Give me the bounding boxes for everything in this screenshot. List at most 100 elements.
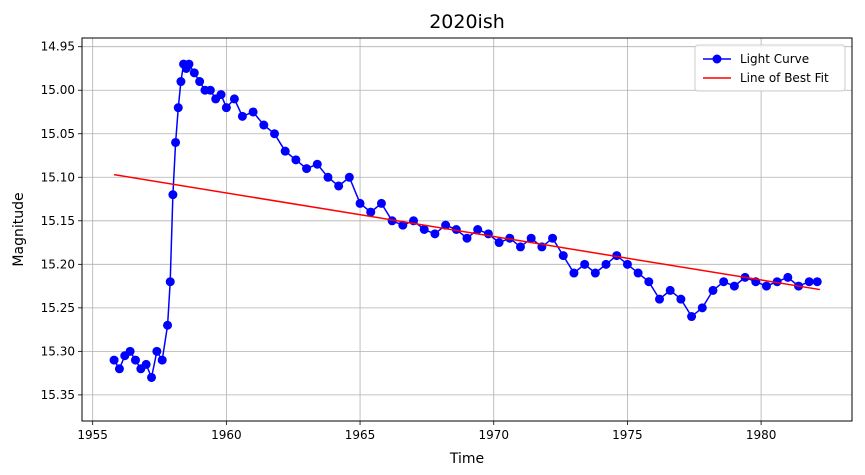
- light-curve-point: [176, 77, 186, 87]
- chart-title: 2020ish: [429, 11, 505, 33]
- light-curve-point: [270, 129, 279, 139]
- light-curve-point: [676, 294, 686, 304]
- light-curve-point: [462, 233, 472, 243]
- light-curve-point: [387, 216, 397, 226]
- x-tick-label: 1965: [345, 428, 376, 442]
- light-curve-point: [355, 198, 365, 208]
- light-curve-point: [772, 277, 782, 287]
- grid: [82, 38, 852, 421]
- legend-box: [694, 44, 846, 92]
- ticks: 1955 1960 1965 1970 1975 1980 14.95 15.00 15.05 1…: [41, 40, 777, 442]
- light-curve-point: [644, 277, 654, 287]
- y-tick-label: 15.20: [41, 257, 75, 271]
- light-curve-point: [398, 220, 408, 230]
- light-curve-point: [729, 281, 739, 291]
- light-curve-point: [708, 285, 718, 295]
- light-curve-point: [130, 355, 140, 365]
- light-curve-point: [622, 259, 632, 269]
- light-curve-point: [483, 229, 493, 239]
- y-tick-label: 15.00: [41, 83, 75, 97]
- light-curve-point: [526, 233, 536, 243]
- light-curve-point: [612, 251, 622, 261]
- light-curve-point: [205, 85, 215, 95]
- light-curve-point: [114, 364, 124, 374]
- light-curve-point: [195, 77, 205, 87]
- best-fit-line: [113, 173, 821, 291]
- x-tick-label: 1970: [478, 428, 509, 442]
- light-curve-point: [515, 242, 525, 252]
- light-curve-point: [168, 190, 178, 200]
- y-tick-label: 15.35: [41, 388, 75, 402]
- light-curve-point: [152, 346, 162, 356]
- light-curve-point: [655, 294, 664, 304]
- light-curve-point: [302, 164, 312, 174]
- light-curve-point: [165, 277, 175, 287]
- legend-label-light-curve: Light Curve: [740, 52, 809, 66]
- legend-marker-light-curve: [712, 54, 722, 64]
- light-curve-point: [163, 320, 173, 330]
- light-curve-point: [419, 225, 429, 234]
- x-tick-label: 1960: [211, 428, 242, 442]
- light-curve-point: [580, 259, 590, 269]
- light-curve-point: [366, 207, 376, 217]
- y-tick-label: 15.05: [41, 127, 75, 141]
- light-curve-point: [719, 277, 729, 287]
- light-curve-point: [189, 68, 199, 78]
- legend: Light Curve Line of Best Fit: [694, 44, 846, 92]
- x-axis-label: Time: [449, 451, 484, 467]
- light-curve-point: [184, 59, 194, 69]
- x-tick-label: 1955: [77, 428, 108, 442]
- light-curve-point: [601, 259, 611, 269]
- light-curve-point: [376, 198, 386, 208]
- y-tick-label: 15.10: [41, 170, 75, 184]
- light-curve-point: [494, 238, 504, 248]
- light-curve-point: [147, 372, 157, 382]
- light-curve-point: [697, 303, 707, 313]
- y-tick-label: 15.25: [41, 301, 75, 315]
- light-curve-point: [783, 272, 793, 282]
- y-tick-label: 14.95: [41, 40, 75, 54]
- light-curve-point: [221, 103, 231, 113]
- plot-frame: [81, 37, 853, 422]
- light-curve-point: [687, 312, 697, 322]
- light-curve-point: [216, 90, 226, 100]
- light-curve-point: [259, 120, 269, 130]
- series-layer: [109, 59, 822, 382]
- light-curve-point: [291, 155, 301, 165]
- light-curve-point: [323, 172, 333, 182]
- light-curve-point: [229, 94, 239, 104]
- light-curve-point: [804, 277, 814, 287]
- y-tick-label: 15.30: [41, 344, 75, 358]
- light-curve-point: [344, 172, 354, 182]
- light-curve-point: [173, 103, 183, 113]
- y-tick-label: 15.15: [41, 214, 75, 228]
- light-curve-point: [505, 233, 515, 243]
- light-curve-point: [590, 268, 600, 278]
- light-curve-point: [633, 268, 643, 278]
- light-curve-point: [157, 355, 167, 365]
- x-tick-label: 1975: [612, 428, 643, 442]
- light-curve-point: [430, 229, 440, 239]
- light-curve-point: [141, 359, 151, 369]
- y-axis-label: Magnitude: [11, 192, 27, 266]
- light-curve-point: [548, 233, 558, 243]
- light-curve-point: [761, 281, 771, 291]
- light-curve-point: [280, 146, 290, 156]
- light-curve-point: [125, 346, 135, 356]
- light-curve-point: [441, 220, 451, 230]
- light-curve-point: [473, 225, 483, 234]
- light-curve-point: [312, 159, 322, 169]
- legend-label-best-fit: Line of Best Fit: [740, 71, 829, 85]
- light-curve-point: [665, 285, 675, 295]
- light-curve-point: [248, 107, 258, 117]
- light-curve-line: [113, 61, 818, 381]
- light-curve-point: [812, 277, 822, 287]
- light-curve-point: [451, 225, 461, 234]
- x-tick-label: 1980: [746, 428, 777, 442]
- light-curve-point: [569, 268, 579, 278]
- light-curve-point: [109, 355, 119, 365]
- light-curve-point: [237, 111, 247, 121]
- light-curve-point: [558, 251, 568, 261]
- light-curve-point: [171, 137, 181, 147]
